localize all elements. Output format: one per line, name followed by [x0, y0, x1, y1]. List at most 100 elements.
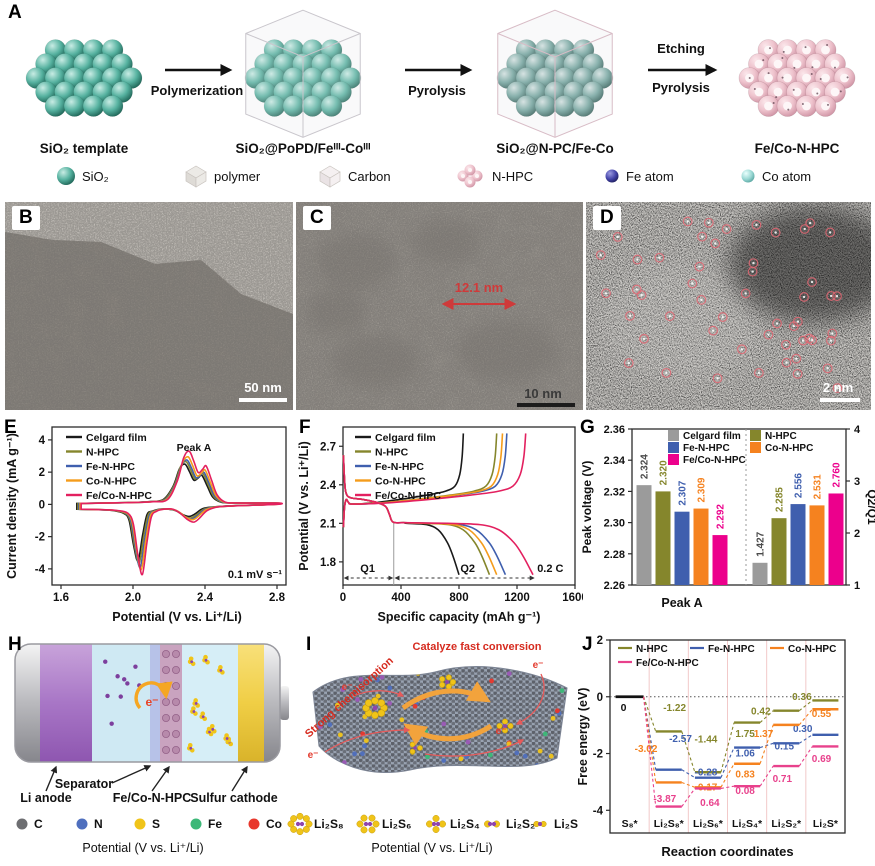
c-atom-legend-icon [16, 818, 28, 830]
step-energy-label: 0.71 [773, 774, 793, 785]
discharge-curve-Fe/Co-N-HPC [342, 455, 534, 576]
step-energy-label: 1.75 [735, 729, 755, 740]
step-energy-label: 0.55 [812, 709, 832, 720]
legend: Celgard film N-HPC Fe-N-HPC Co-N-HPC Fe/Co-N… [668, 430, 813, 466]
species-legend-label: Li₂S₂ [506, 817, 535, 831]
arrow-label-pyrolysis-2: Pyrolysis [652, 80, 710, 95]
q2-annotation: Q2 [460, 563, 475, 575]
legend-item: Fe-N-HPC [86, 461, 135, 473]
discharge-curve-N-HPC [342, 455, 491, 576]
species-legend-label: Li₂S₄ [450, 817, 480, 831]
peak-a-annotation: Peak A [177, 442, 212, 454]
discharge-curve-Fe-N-HPC [342, 455, 507, 576]
step-energy-label: 1.06 [735, 748, 755, 759]
y-tick: -4 [35, 564, 46, 576]
step-energy-label: 0.30 [793, 724, 813, 735]
x-tick: 1.6 [53, 592, 69, 604]
scale-bar [517, 403, 575, 407]
y-tick: 1.8 [320, 557, 337, 569]
plot-frame [631, 428, 847, 586]
scale-bar-text: 2 nm [823, 380, 853, 395]
electrolyte-left [92, 644, 150, 762]
atomic-2nm-svg: 2 nm [586, 202, 875, 410]
atom-legend-label: N [94, 817, 103, 831]
panel-j-energy-chart: 2 0 -2 -4 Free energy (eV) Reaction coordinat… [576, 630, 875, 866]
bar-q2q1-Fe/Co-N-HPC [828, 493, 844, 585]
legend-strip-svg: C N S Fe Co Li₂S₈ Li₂S₆ Li₂S₄ Li₂S₂ Li₂S Potential… [16, 812, 578, 855]
structure-label: SiO₂ template [40, 141, 129, 156]
charge-curve-Fe/Co-N-HPC [342, 433, 527, 528]
legend-label-fe-atom: Fe atom [626, 169, 674, 184]
conversion-arrow-top [401, 681, 491, 711]
structure-label: SiO₂@N-PC/Fe-Co [496, 141, 613, 156]
nhpc-framework-structure [738, 39, 856, 117]
single-atom-markers [595, 216, 843, 393]
x-axis-label: Potential (V vs. Li⁺/Li) [112, 610, 242, 624]
legend-item: Fe-N-HPC [375, 461, 424, 473]
label-feco-nhpc: Fe/Co-N-HPC [113, 791, 191, 805]
x-tick: 400 [391, 592, 410, 604]
bar-q2q1-Fe-N-HPC [790, 504, 806, 585]
y-tick: 0 [597, 692, 603, 704]
bar-peak-a-Co-N-HPC [693, 508, 709, 585]
polysulfide-cluster [362, 697, 388, 719]
charge-discharge-chart-svg: 0 400 800 1200 1600 1.8 2.1 2.4 2.7 Potential (V … [297, 426, 588, 624]
bar-q2q1-N-HPC [771, 518, 787, 585]
tem-50nm-svg: 50 nm [5, 202, 293, 410]
electron-label-2: e⁻ [533, 660, 544, 671]
terminal-nub [280, 686, 289, 720]
x-tick: 0 [340, 592, 346, 604]
legend-item: Fe-N-HPC [683, 443, 730, 454]
battery-body [15, 644, 280, 762]
step-energy-label: -3.02 [635, 744, 658, 755]
species-legend-icon [356, 814, 380, 834]
panel-c-hrtem-image: 12.1 nm 10 nm [296, 202, 583, 415]
electron-path-1 [515, 673, 545, 725]
step-energy-label: -1.44 [695, 735, 718, 746]
bar-q2q1-Co-N-HPC [809, 505, 825, 585]
y-tick: 2.7 [320, 441, 336, 453]
bar-peak-a-N-HPC [655, 491, 671, 585]
free-energy-chart-svg: 2 0 -2 -4 Free energy (eV) Reaction coordinat… [576, 635, 846, 859]
category-label: Li₂S₄* [732, 818, 763, 830]
bar-value-label: 2.309 [697, 477, 708, 502]
legend-item: Fe-N-HPC [708, 644, 755, 655]
left-y-tick: 2.28 [604, 549, 625, 561]
legend-item: Co-N-HPC [86, 476, 137, 488]
species-legend-icon [426, 815, 446, 833]
right-y-tick: 3 [854, 476, 860, 488]
step-energy-label: 1.37 [754, 729, 774, 740]
bar-value-label: 2.556 [794, 473, 805, 498]
annotation-catalyze: Catalyze fast conversion [413, 641, 542, 653]
electron-path-0 [324, 726, 411, 753]
caption-under-i: Potential (V vs. Li⁺/Li) [371, 841, 492, 855]
rate-annotation: 0.2 C [537, 563, 563, 575]
bar-peak-a-Fe-N-HPC [674, 511, 690, 585]
x-axis-label: Peak A [661, 596, 702, 610]
step-energy-label: -3.87 [653, 794, 676, 805]
sulfur-cathode-layer [238, 644, 264, 762]
left-y-tick: 2.32 [604, 486, 625, 498]
species-legend-label: Li₂S₈ [314, 817, 344, 831]
polysulfide-cluster [439, 674, 457, 690]
step-energy-label: -2.57 [669, 734, 692, 745]
panel-b-tem-image: 50 nm [5, 202, 293, 415]
panel-label-e: E [4, 417, 17, 438]
structure-label: Fe/Co-N-HPC [755, 141, 840, 156]
x-tick: 1600 [562, 592, 583, 604]
bar-value-label: 2.320 [659, 460, 670, 485]
synthesis-scheme-svg: Polymerization Pyrolysis Etching Pyrolysis S… [25, 9, 856, 188]
panel-a-synthesis-scheme: Polymerization Pyrolysis Etching Pyrolysis S… [0, 0, 875, 202]
legend-item: Celgard film [375, 432, 436, 444]
start-level-label: 0 [621, 702, 627, 714]
fe-atom-legend-icon [190, 818, 202, 830]
silica-legend-icon [57, 167, 75, 185]
atom-legend-label: Co [266, 817, 282, 831]
electron-flow-arrow [134, 681, 173, 710]
tem-noise [5, 202, 293, 410]
species-legend-icon [533, 820, 547, 828]
legend-strip: C N S Fe Co Li₂S₈ Li₂S₆ Li₂S₄ Li₂S₂ Li₂S Potential… [0, 808, 583, 866]
legend-item: Celgard film [683, 431, 741, 442]
category-label: Li₂S₈* [654, 818, 685, 830]
